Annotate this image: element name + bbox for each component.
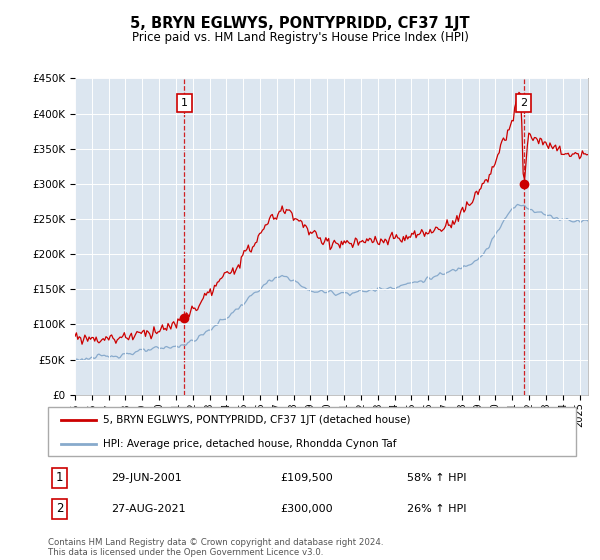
Text: 1: 1	[56, 471, 64, 484]
Text: 2: 2	[56, 502, 64, 515]
Text: 26% ↑ HPI: 26% ↑ HPI	[407, 503, 467, 514]
Text: 1: 1	[181, 98, 188, 108]
Text: £300,000: £300,000	[280, 503, 333, 514]
Text: 5, BRYN EGLWYS, PONTYPRIDD, CF37 1JT: 5, BRYN EGLWYS, PONTYPRIDD, CF37 1JT	[130, 16, 470, 31]
Text: Contains HM Land Registry data © Crown copyright and database right 2024.
This d: Contains HM Land Registry data © Crown c…	[48, 538, 383, 557]
Text: 2: 2	[520, 98, 527, 108]
Text: £109,500: £109,500	[280, 473, 333, 483]
Text: 27-AUG-2021: 27-AUG-2021	[112, 503, 186, 514]
Text: 5, BRYN EGLWYS, PONTYPRIDD, CF37 1JT (detached house): 5, BRYN EGLWYS, PONTYPRIDD, CF37 1JT (de…	[103, 415, 411, 425]
Text: 29-JUN-2001: 29-JUN-2001	[112, 473, 182, 483]
Text: 58% ↑ HPI: 58% ↑ HPI	[407, 473, 467, 483]
Text: Price paid vs. HM Land Registry's House Price Index (HPI): Price paid vs. HM Land Registry's House …	[131, 31, 469, 44]
Text: HPI: Average price, detached house, Rhondda Cynon Taf: HPI: Average price, detached house, Rhon…	[103, 438, 397, 449]
